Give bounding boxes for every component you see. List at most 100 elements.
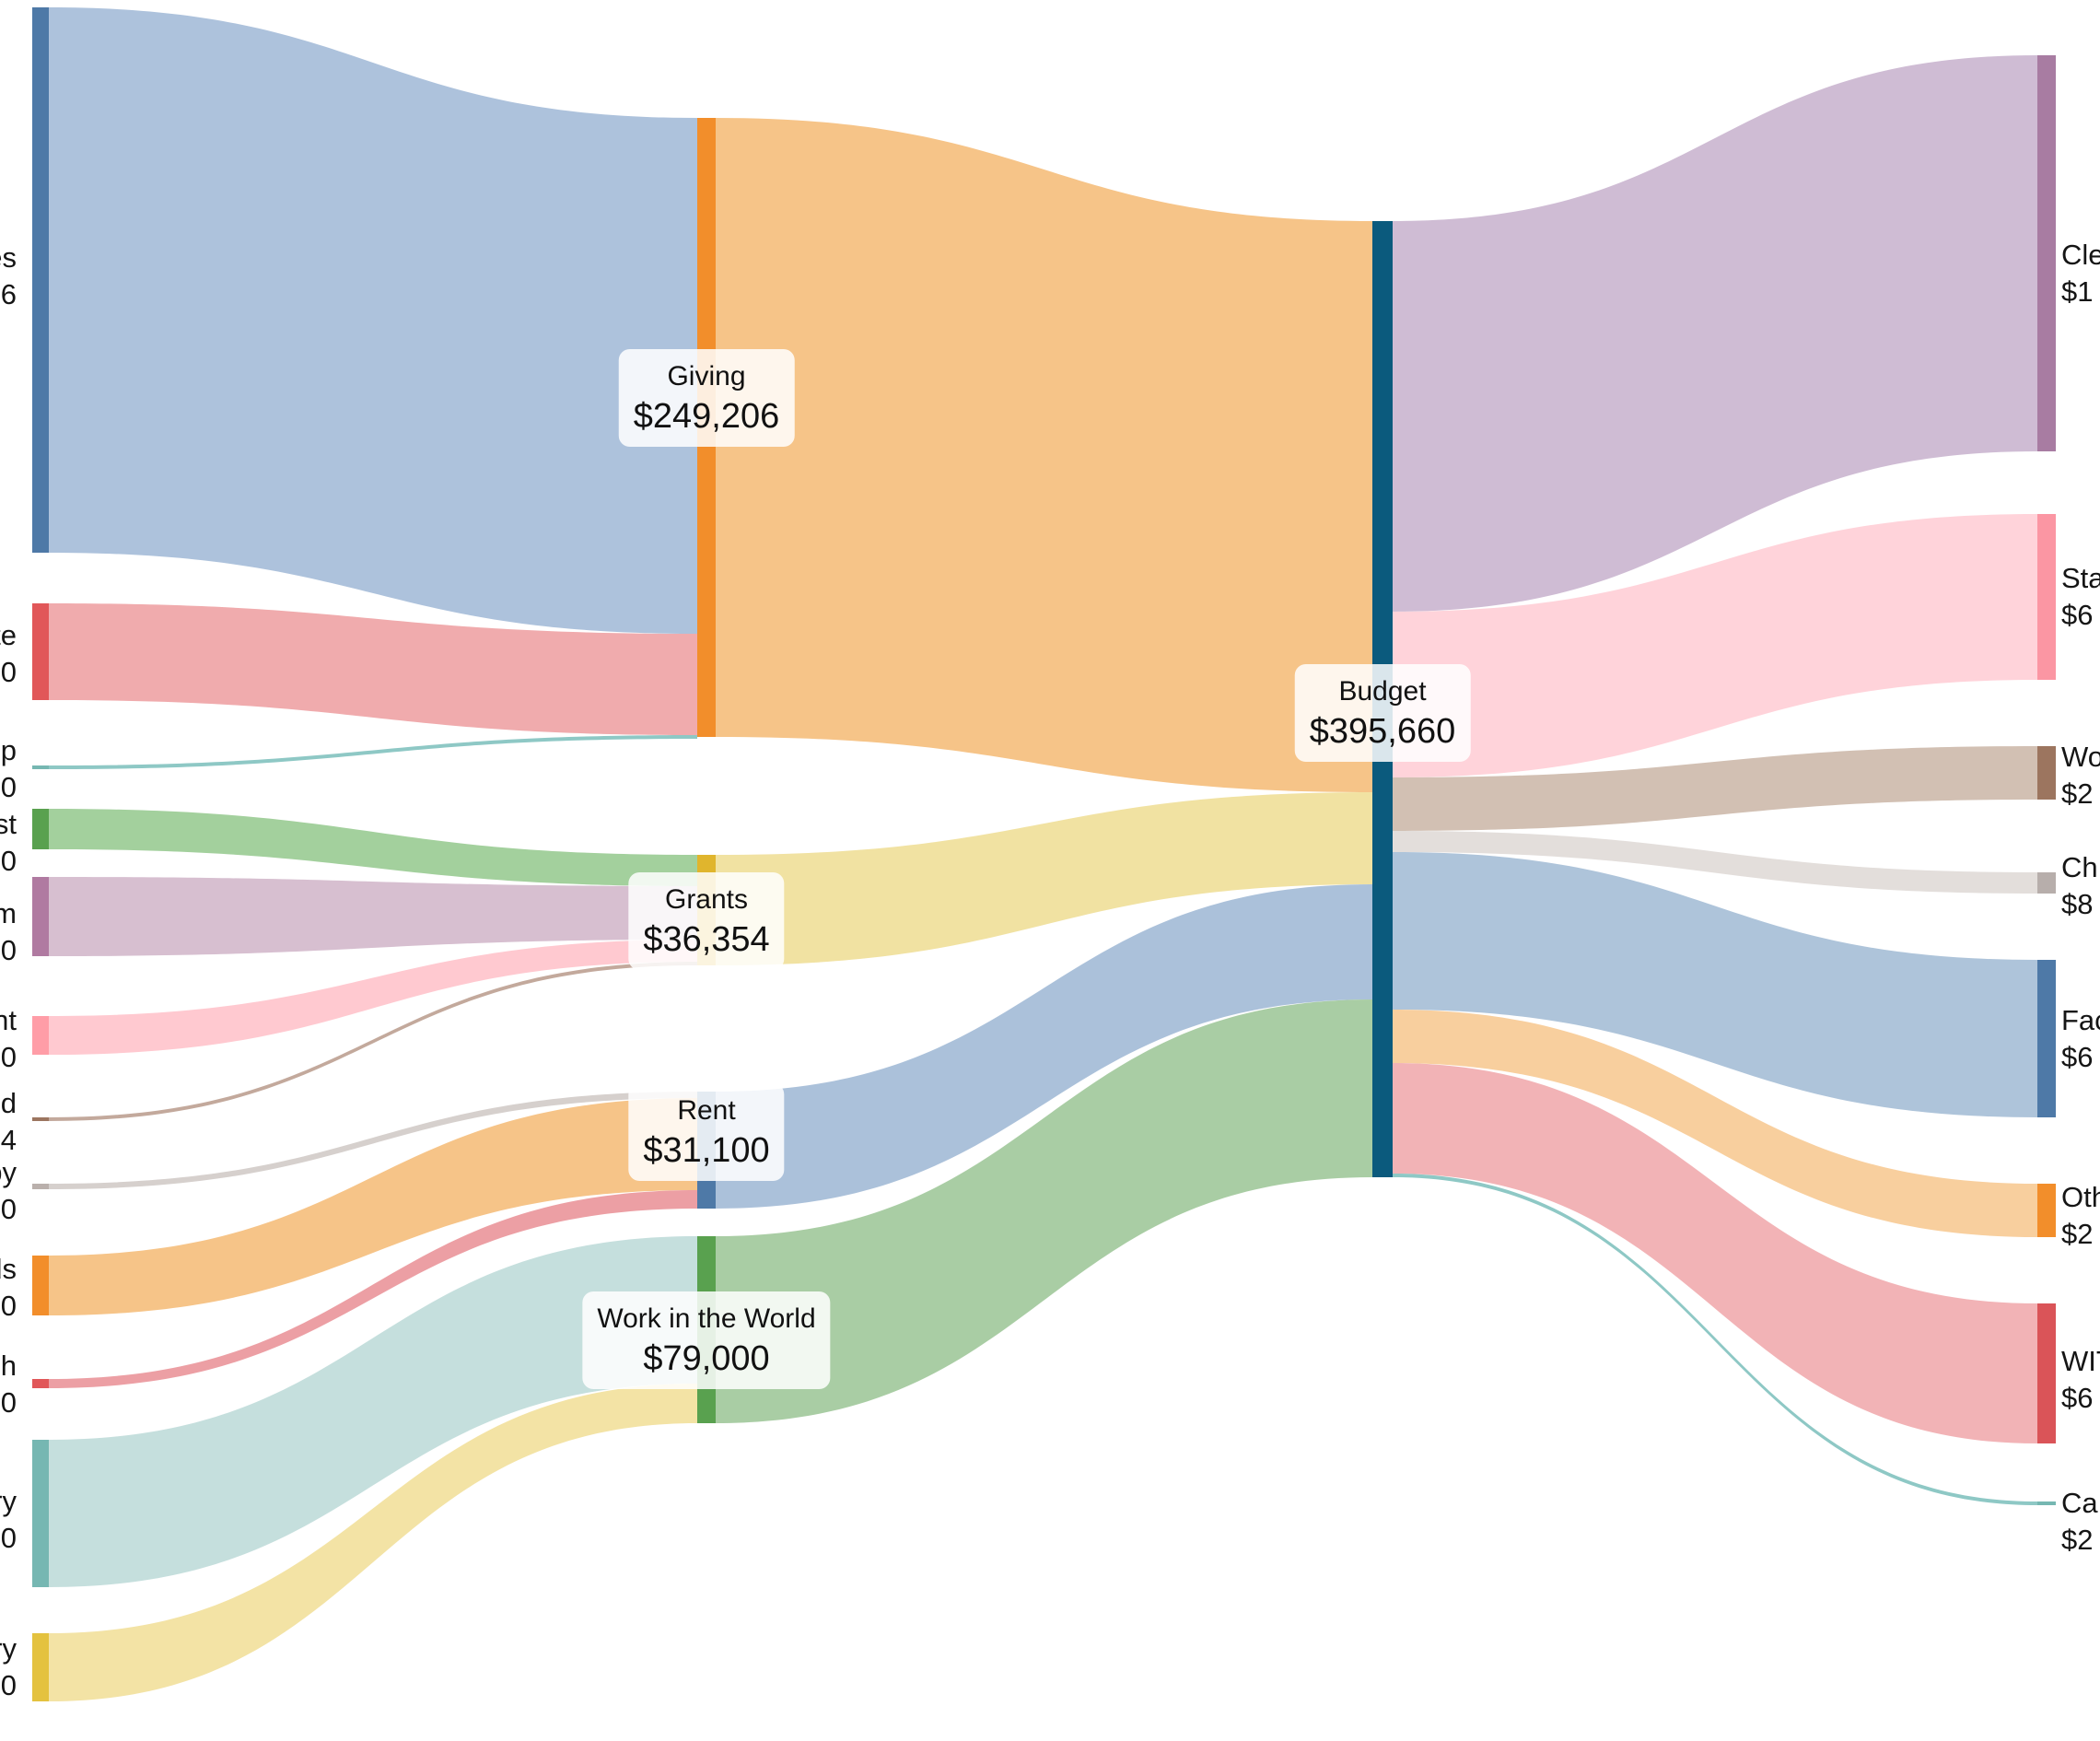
label-l5-line: m [0, 897, 17, 929]
label-l2-line: te [0, 619, 17, 651]
label-r7-line: WIT [2061, 1345, 2100, 1377]
flow-l6-grants [49, 940, 697, 1055]
label-rent-title: Rent [677, 1095, 736, 1126]
label-l6-line: 00 [0, 1041, 17, 1073]
label-r2-line: $6 [2061, 599, 2094, 631]
label-r5-line: Fac [2061, 1004, 2100, 1036]
flow-l5-grants [49, 877, 697, 956]
node-l9 [32, 1256, 49, 1315]
label-witw: Work in the World $79,000 [582, 1291, 831, 1389]
flow-l8-rent [49, 1092, 697, 1189]
label-l10: ch 00 [0, 1348, 17, 1421]
node-l3 [32, 765, 49, 769]
node-r1 [2037, 55, 2056, 451]
node-l10 [32, 1379, 49, 1388]
label-l9-line: ds [0, 1253, 17, 1285]
label-r2: Sta $6 [2061, 560, 2100, 634]
label-grants-value: $36,354 [643, 920, 770, 959]
label-r5-line: $6 [2061, 1041, 2094, 1073]
node-l4 [32, 809, 49, 849]
flow-l12-witw [49, 1384, 697, 1701]
node-r7 [2037, 1303, 2056, 1443]
label-budget: Budget $395,660 [1294, 664, 1471, 762]
label-l2: te 00 [0, 617, 17, 691]
label-r4-line: Ch [2061, 851, 2098, 883]
label-r3: Wo $2 [2061, 739, 2100, 812]
label-r4: Ch $8 [2061, 849, 2098, 923]
label-l6-line: nt [0, 1004, 17, 1036]
flow-l4-grants [49, 809, 697, 886]
flow-budget-r2 [1393, 514, 2037, 777]
label-witw-title: Work in the World [597, 1303, 816, 1334]
label-l11-line: 00 [0, 1522, 17, 1554]
label-r5: Fac $6 [2061, 1002, 2100, 1076]
label-r1: Cle $1 [2061, 237, 2100, 310]
flow-budget-r4 [1393, 831, 2037, 894]
label-r7: WIT $6 [2061, 1343, 2100, 1417]
node-l7 [32, 1117, 49, 1121]
label-l5: m 00 [0, 895, 17, 969]
node-l5 [32, 877, 49, 956]
flow-budget-r7 [1393, 1063, 2037, 1443]
label-l11-line: ry [0, 1485, 17, 1517]
label-l12-line: ry [0, 1632, 17, 1665]
flow-l7-grants [49, 962, 697, 1121]
flow-budget-r1 [1393, 55, 2037, 612]
label-grants-title: Grants [664, 884, 749, 915]
node-r8 [2037, 1501, 2056, 1505]
node-l11 [32, 1440, 49, 1587]
label-l4-line: 00 [0, 845, 17, 877]
node-r5 [2037, 960, 2056, 1117]
label-l8-line: by [0, 1156, 17, 1188]
label-giving-value: $249,206 [633, 397, 780, 436]
flow-l9-rent [49, 1098, 697, 1315]
label-l8-line: 00 [0, 1193, 17, 1225]
node-l6 [32, 1016, 49, 1055]
label-l3: ip 00 [0, 732, 17, 806]
label-budget-title: Budget [1338, 676, 1427, 707]
flow-l2-giving [49, 603, 697, 735]
label-r8-line: Ca [2061, 1487, 2098, 1519]
label-l10-line: 00 [0, 1386, 17, 1419]
label-giving-title: Giving [667, 361, 746, 391]
label-r1-line: $1 [2061, 275, 2094, 308]
label-rent-value: $31,100 [643, 1131, 770, 1170]
node-l1 [32, 7, 49, 553]
label-l12: ry 00 [0, 1630, 17, 1704]
node-l12 [32, 1633, 49, 1701]
label-r8-line: $2 [2061, 1524, 2094, 1556]
label-grants: Grants $36,354 [628, 872, 785, 970]
label-witw-value: $79,000 [643, 1339, 770, 1378]
label-r1-line: Cle [2061, 239, 2100, 271]
label-r7-line: $6 [2061, 1382, 2094, 1414]
label-l7-line: nd [0, 1087, 17, 1119]
node-r2 [2037, 514, 2056, 680]
node-l8 [32, 1184, 49, 1189]
flow-budget-r6 [1393, 1010, 2037, 1237]
node-r3 [2037, 746, 2056, 800]
node-r6 [2037, 1184, 2056, 1237]
label-r3-line: Wo [2061, 741, 2100, 773]
label-l9-line: 00 [0, 1290, 17, 1322]
flow-giving-budget [716, 118, 1372, 792]
label-l1-line: es [0, 241, 17, 274]
label-budget-value: $395,660 [1309, 712, 1456, 751]
label-l7: nd 54 [0, 1085, 17, 1159]
flow-l1-giving [49, 7, 697, 634]
label-l3-line: 00 [0, 771, 17, 803]
label-l3-line: ip [0, 734, 17, 766]
label-r8: Ca $2 [2061, 1485, 2098, 1559]
flow-rent-budget [716, 884, 1372, 1209]
label-l1-line: 06 [0, 278, 17, 310]
flow-witw-budget [716, 999, 1372, 1423]
label-r4-line: $8 [2061, 888, 2094, 920]
label-r6-line: Oth [2061, 1181, 2100, 1213]
label-l6: nt 00 [0, 1002, 17, 1076]
label-giving: Giving $249,206 [618, 349, 795, 447]
label-l4: st 00 [0, 806, 17, 880]
flow-budget-r5 [1393, 852, 2037, 1117]
label-r6-line: $2 [2061, 1218, 2094, 1250]
label-r3-line: $2 [2061, 777, 2094, 810]
